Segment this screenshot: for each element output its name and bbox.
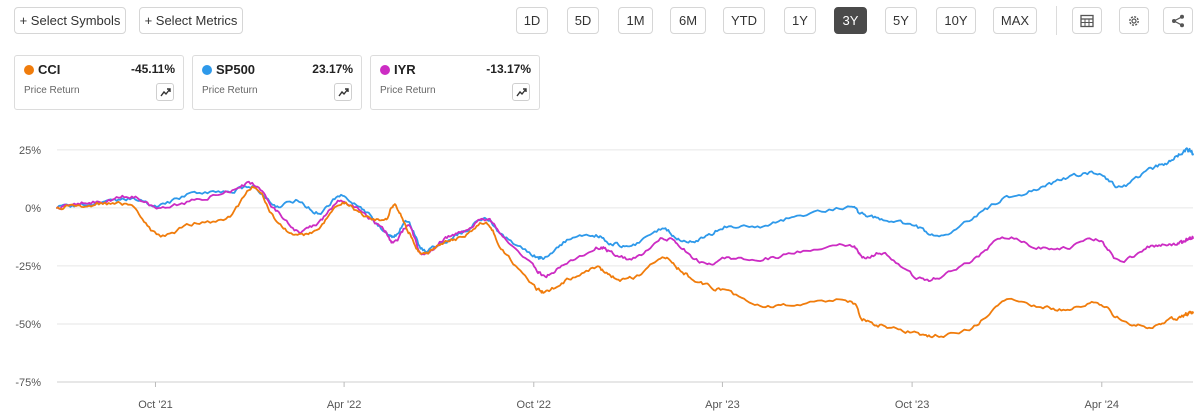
- symbol-name: IYR: [394, 62, 416, 77]
- range-button-5y[interactable]: 5Y: [885, 7, 917, 34]
- symbol-name: CCI: [38, 62, 61, 77]
- trend-arrow-icon: [515, 88, 527, 97]
- symbol-card-cci[interactable]: CCI -45.11% Price Return: [14, 55, 184, 110]
- y-tick-label: 25%: [19, 145, 41, 157]
- range-button-10y[interactable]: 10Y: [936, 7, 976, 34]
- x-tick-label: Apr '23: [705, 399, 740, 411]
- range-button-6m[interactable]: 6M: [670, 7, 706, 34]
- range-button-1d[interactable]: 1D: [516, 7, 548, 34]
- x-tick-label: Oct '21: [138, 399, 173, 411]
- trend-arrow-icon: [337, 88, 349, 97]
- symbol-change: 23.17%: [312, 62, 353, 76]
- x-tick-label: Apr '24: [1085, 399, 1120, 411]
- x-tick-label: Apr '22: [327, 399, 362, 411]
- series-line-iyr: [56, 180, 1194, 282]
- symbol-change: -13.17%: [486, 62, 531, 76]
- range-button-3y[interactable]: 3Y: [834, 7, 867, 34]
- series-line-sp500: [56, 147, 1194, 260]
- metric-label: Price Return: [202, 85, 258, 96]
- symbol-card-sp500[interactable]: SP500 23.17% Price Return: [192, 55, 362, 110]
- table-icon: [1080, 14, 1094, 28]
- range-button-1m[interactable]: 1M: [618, 7, 653, 34]
- gear-icon: [1129, 16, 1139, 26]
- trend-button[interactable]: [156, 83, 174, 101]
- y-tick-label: -75%: [15, 377, 41, 389]
- x-tick-label: Oct '23: [895, 399, 930, 411]
- trend-button[interactable]: [334, 83, 352, 101]
- y-tick-label: -50%: [15, 319, 41, 331]
- range-button-max[interactable]: MAX: [993, 7, 1037, 34]
- metric-label: Price Return: [24, 85, 80, 96]
- toolbar-divider: [1056, 6, 1057, 35]
- y-tick-label: 0%: [25, 203, 41, 215]
- range-button-ytd[interactable]: YTD: [723, 7, 765, 34]
- select-symbols-button[interactable]: + Select Symbols: [14, 7, 126, 34]
- select-metrics-button[interactable]: + Select Metrics: [139, 7, 243, 34]
- symbol-name: SP500: [216, 62, 256, 77]
- metric-label: Price Return: [380, 85, 436, 96]
- table-view-button[interactable]: [1072, 7, 1102, 34]
- series-line-cci: [56, 185, 1194, 339]
- range-button-1y[interactable]: 1Y: [784, 7, 816, 34]
- trend-arrow-icon: [159, 88, 171, 97]
- symbol-change: -45.11%: [130, 62, 175, 76]
- series-color-dot: [24, 65, 34, 75]
- settings-button[interactable]: [1119, 7, 1149, 34]
- series-color-dot: [380, 65, 390, 75]
- range-button-5d[interactable]: 5D: [567, 7, 599, 34]
- y-tick-label: -25%: [15, 261, 41, 273]
- trend-button[interactable]: [512, 83, 530, 101]
- x-tick-label: Oct '22: [517, 399, 552, 411]
- share-icon: [1172, 14, 1184, 28]
- share-button[interactable]: [1163, 7, 1193, 34]
- symbol-card-iyr[interactable]: IYR -13.17% Price Return: [370, 55, 540, 110]
- series-color-dot: [202, 65, 212, 75]
